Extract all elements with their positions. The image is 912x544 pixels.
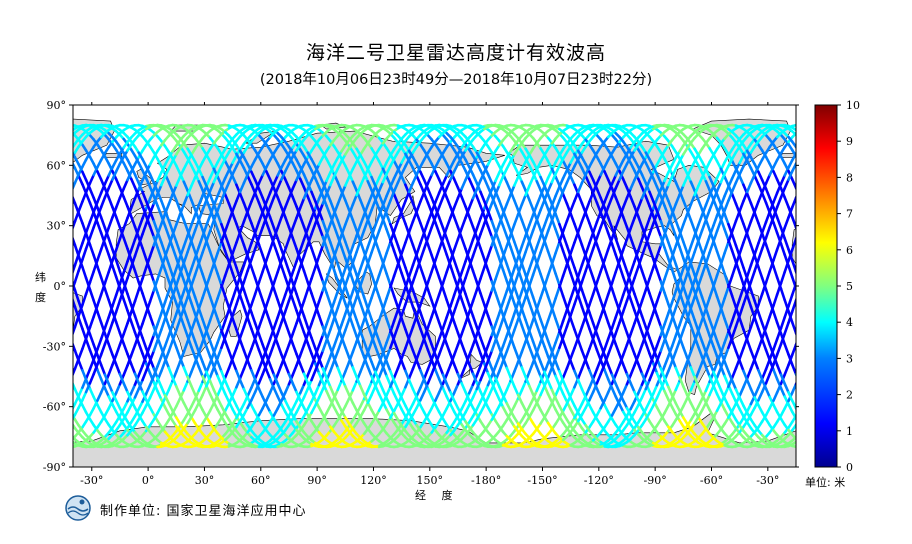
lat-tick-label: 30° [47,220,67,233]
lon-tick-label: 90° [307,474,327,487]
colorbar-tick-label: 0 [846,461,853,474]
lat-tick-label: 60° [47,159,67,172]
lon-tick-label: 0° [142,474,155,487]
colorbar-tick-label: 10 [846,99,860,112]
lon-tick-label: -60° [700,474,723,487]
lon-tick-label: -150° [527,474,557,487]
colorbar-tick-label: 1 [846,425,853,438]
lat-tick-label: 0° [54,280,67,293]
lon-tick-label: 30° [195,474,215,487]
lat-tick-label: -60° [43,401,66,414]
lon-tick-label: -30° [756,474,779,487]
colorbar-tick-label: 5 [846,280,853,293]
lat-tick-label: 90° [47,99,67,112]
colorbar-tick-label: 9 [846,135,853,148]
lon-tick-label: -180° [471,474,501,487]
lat-axis-label: 纬 度 [35,271,46,304]
colorbar-tick-label: 6 [846,244,853,257]
producer-label: 制作单位: 国家卫星海洋应用中心 [100,504,307,519]
lon-axis-label: 经 度 [415,489,459,502]
lon-ticks: -30° 0° 30° 60° 90° 120° 150° -180° -150° -120° -9… [80,102,779,487]
lon-tick-label: 120° [360,474,387,487]
soa-logo-icon [65,495,91,521]
figure-title: 海洋二号卫星雷达高度计有效波高 [305,42,606,64]
figure-subtitle: (2018年10月06日23时49分—2018年10月07日23时22分) [259,72,653,88]
colorbar-tick-label: 8 [846,171,853,184]
lon-tick-label: 150° [417,474,444,487]
colorbar-tick-label: 3 [846,352,853,365]
lon-tick-label: -90° [644,474,667,487]
lon-tick-label: -30° [80,474,103,487]
lat-tick-label: -30° [43,340,66,353]
lon-tick-label: 60° [251,474,271,487]
lat-ticks: 90° 60° 30° 0° -30° -60° -90° [43,99,799,474]
lat-tick-label: -90° [43,461,66,474]
colorbar [814,104,838,468]
altimeter-tracks [73,123,796,449]
colorbar-tick-label: 2 [846,389,853,402]
colorbar-tick-label: 4 [846,316,853,329]
lon-tick-label: -120° [584,474,614,487]
colorbar-tick-label: 7 [846,208,853,221]
colorbar-unit-label: 单位: 米 [805,476,846,489]
